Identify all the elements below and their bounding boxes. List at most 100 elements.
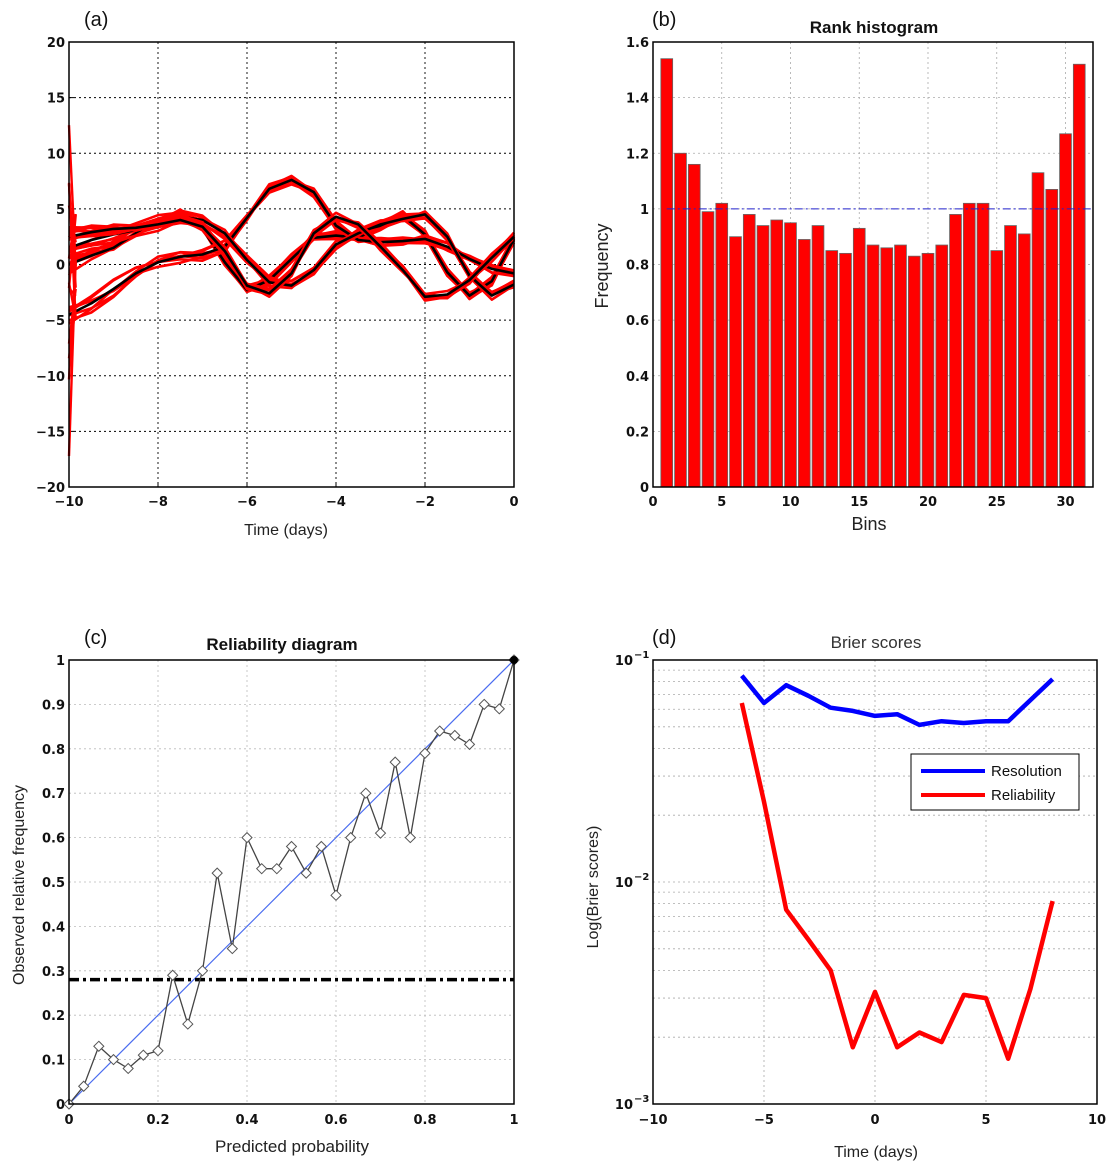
panel-b: (b) Rank histogram Bins Frequency 0 5 10 15… [592, 9, 1094, 534]
panel-c-data-point [478, 698, 490, 711]
panel-c-data-point [374, 827, 387, 839]
panel-c-ytick-label: 0.6 [42, 832, 65, 847]
panel-a-ytick-label: −20 [36, 481, 65, 496]
panel-a-ytick-label: −10 [36, 370, 65, 385]
panel-c-ytick-label: 0.5 [42, 876, 65, 891]
panel-c-ytick-label: 0.7 [42, 787, 65, 802]
panel-c-data-point [255, 862, 268, 875]
panel-c-data-point [449, 729, 461, 742]
panel-b-bar [1059, 133, 1072, 488]
panel-a-initial-spread-line [67, 213, 77, 259]
panel-d-xtick-label: −5 [754, 1113, 774, 1128]
panel-label-d: (d) [652, 627, 676, 649]
panel-c-ytick-label: 0.4 [42, 920, 65, 935]
panel-c-data-point [166, 969, 179, 981]
panel-b-bar [742, 214, 756, 488]
panel-b-xtick-label: 15 [850, 495, 868, 510]
panel-c-data-point [122, 1062, 134, 1075]
panel-a-xtick-label: −4 [326, 495, 346, 510]
panel-b-bar [811, 225, 825, 488]
panel-c-ytick-label: 0.8 [42, 743, 65, 758]
panel-a-ytick-label: −5 [45, 314, 65, 329]
panel-c-data-point [433, 725, 446, 737]
panel-c-xtick-label: 0.6 [324, 1113, 347, 1128]
panel-d-series-reliability [739, 702, 1055, 1061]
panel-d-ytick-label: 10 [615, 1098, 633, 1113]
panel-c-data-point [107, 1053, 120, 1066]
panel-a-ytick-label: 0 [56, 259, 65, 274]
panel-b-bar [687, 163, 701, 488]
panel-b-bar [729, 236, 742, 488]
panel-c: (c) Reliability diagram Predicted probab… [11, 627, 520, 1156]
panel-b-xtick-label: 20 [919, 495, 937, 510]
panel-d-xtick-label: 5 [981, 1113, 990, 1128]
panel-b-bar [1072, 63, 1086, 488]
panel-c-ylabel: Observed relative frequency [11, 785, 28, 985]
panel-d-title: Brier scores [831, 633, 922, 652]
panel-a-ytick-label: 10 [47, 147, 65, 162]
panel-c-data-point [389, 756, 401, 768]
panel-c-data-point [182, 1018, 194, 1030]
panel-c-data-point [344, 831, 357, 844]
panel-b-ytick-label: 0.2 [626, 425, 649, 440]
panel-d: (d) Brier scores Time (days) Log(Brier s… [585, 627, 1106, 1161]
panel-d-ytick-label: 10 [615, 876, 633, 891]
panel-b-bar [866, 244, 880, 488]
panel-b-bar [770, 219, 784, 488]
panel-a-xtick-label: −10 [55, 495, 84, 510]
panel-a-ytick-label: −15 [36, 425, 65, 440]
panel-b-ytick-label: 1.2 [626, 147, 649, 162]
panel-c-data-point [77, 1080, 90, 1092]
panel-d-axes-frame [652, 659, 1098, 1105]
panel-d-legend-label: Reliability [991, 787, 1056, 804]
panel-a-initial-spread-line [67, 125, 77, 267]
panel-d-series-resolution [740, 674, 1055, 728]
panel-b-ytick-label: 0.6 [626, 314, 649, 329]
panel-b-bar [907, 255, 921, 488]
panel-a-xtick-label: 0 [509, 495, 518, 510]
panel-b-bar [962, 202, 976, 488]
panel-d-xtick-label: 0 [870, 1113, 879, 1128]
panel-b-ytick-label: 1.4 [626, 92, 649, 107]
panel-a-axes-frame [68, 41, 515, 488]
panel-c-data-point [226, 942, 239, 955]
panel-c-data-point [152, 1045, 164, 1057]
panel-a-truth-line [68, 178, 515, 316]
panel-c-data-point [271, 862, 283, 875]
panel-c-xtick-label: 0.2 [146, 1113, 169, 1128]
panel-c-data-point [419, 747, 431, 759]
panel-c-xlabel: Predicted probability [215, 1137, 370, 1156]
panel-b-ytick-label: 1.6 [626, 36, 649, 51]
panel-b-bar [852, 227, 866, 488]
panel-d-legend-label: Resolution [991, 763, 1062, 780]
panel-d-xtick-label: 10 [1088, 1113, 1106, 1128]
panel-b-bar [1031, 172, 1045, 488]
panel-c-data-point [360, 787, 372, 799]
panel-c-ytick-label: 0 [56, 1098, 65, 1113]
panel-b-bar [756, 225, 770, 488]
panel-d-xtick-label: −10 [639, 1113, 668, 1128]
panel-c-xtick-label: 0 [64, 1113, 73, 1128]
panel-c-data-point [241, 831, 253, 844]
panel-a-ytick-label: 5 [56, 203, 65, 218]
panel-b-bar [660, 58, 674, 488]
panel-b-ytick-label: 0 [640, 481, 649, 496]
panel-b-bar [825, 250, 839, 488]
panel-c-data-point [93, 1040, 105, 1052]
panel-c-xtick-label: 1 [509, 1113, 518, 1128]
panel-b-bar [921, 252, 935, 488]
panel-c-ytick-label: 1 [56, 654, 65, 669]
panel-b-bar [839, 252, 852, 488]
panel-a-xtick-label: −6 [237, 495, 257, 510]
panel-a-truth-line [68, 215, 515, 299]
panel-b-ytick-label: 0.8 [626, 259, 649, 274]
panel-d-ytick-label: 10 [615, 654, 633, 669]
panel-b-bar [1017, 233, 1031, 488]
panel-a-xtick-label: −2 [415, 495, 435, 510]
panel-b-bar [784, 222, 797, 488]
panel-c-data-point [330, 889, 342, 902]
panel-b-xtick-label: 0 [648, 495, 657, 510]
panel-c-ytick-label: 0.1 [42, 1054, 65, 1069]
panel-a-initial-spread-line [67, 262, 77, 380]
panel-label-b: (b) [652, 9, 676, 31]
